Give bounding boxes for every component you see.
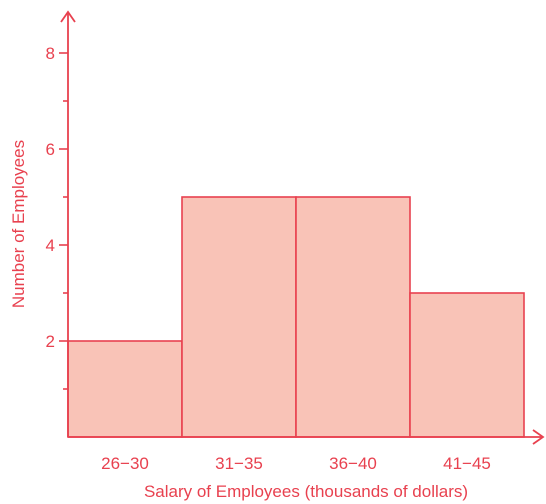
bars-group bbox=[67, 196, 525, 438]
y-axis-title: Number of Employees bbox=[9, 140, 28, 308]
x-tick-label-2: 31−35 bbox=[215, 454, 263, 473]
bar-4 bbox=[409, 292, 525, 438]
x-tick-label-3: 36−40 bbox=[329, 454, 377, 473]
x-tick-label-1: 26−30 bbox=[101, 454, 149, 473]
y-tick-label-8: 8 bbox=[46, 44, 55, 63]
x-axis-arrowhead bbox=[532, 429, 545, 445]
x-axis-title: Salary of Employees (thousands of dollar… bbox=[144, 482, 468, 501]
x-tick-labels-group: 26−30 31−35 36−40 41−45 bbox=[101, 454, 491, 473]
y-tick-label-2: 2 bbox=[46, 332, 55, 351]
y-axis-arrowhead bbox=[60, 10, 76, 23]
bar-3 bbox=[295, 196, 411, 438]
bar-1 bbox=[67, 340, 183, 438]
y-tick-label-4: 4 bbox=[46, 236, 55, 255]
bar-2 bbox=[181, 196, 297, 438]
y-tick-label-6: 6 bbox=[46, 140, 55, 159]
x-tick-label-4: 41−45 bbox=[443, 454, 491, 473]
axes-group bbox=[60, 10, 545, 445]
y-ticks-group: 2 4 6 8 bbox=[46, 44, 68, 390]
